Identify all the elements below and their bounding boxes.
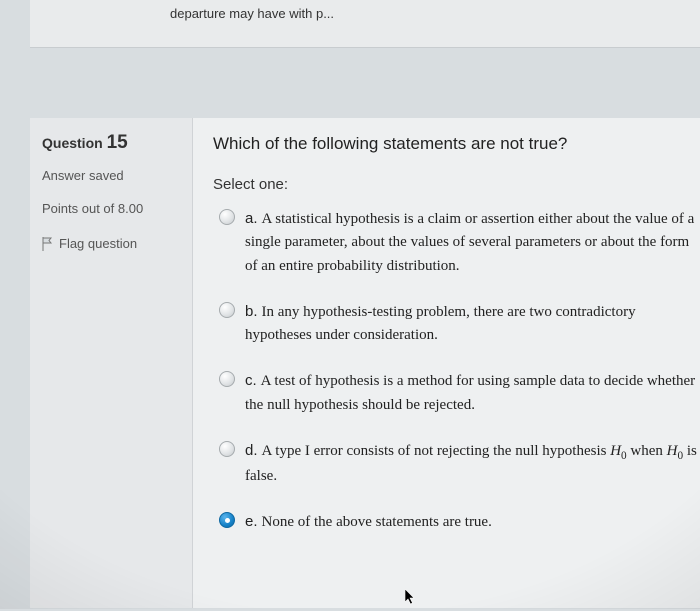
option-body: A type I error consists of not rejecting… [245, 443, 697, 484]
flag-label: Flag question [59, 236, 137, 251]
option-text: c.A test of hypothesis is a method for u… [245, 369, 700, 417]
option-b[interactable]: b.In any hypothesis-testing problem, the… [213, 300, 700, 348]
option-body: A statistical hypothesis is a claim or a… [245, 211, 694, 274]
question-number: Question 15 [42, 132, 180, 154]
radio-c[interactable] [219, 371, 235, 387]
option-text: d.A type I error consists of not rejecti… [245, 439, 700, 489]
option-e[interactable]: e.None of the above statements are true. [213, 510, 700, 534]
question-main: Which of the following statements are no… [193, 118, 700, 608]
previous-question-fragment: departure may have with p... [30, 0, 700, 48]
radio-e[interactable] [219, 512, 235, 528]
question-block: Question 15 Answer saved Points out of 8… [30, 118, 700, 608]
option-body: None of the above statements are true. [262, 514, 492, 530]
question-label: Question [42, 135, 103, 151]
flag-icon [42, 237, 54, 251]
option-a[interactable]: a.A statistical hypothesis is a claim or… [213, 207, 700, 278]
option-c[interactable]: c.A test of hypothesis is a method for u… [213, 369, 700, 417]
option-body: In any hypothesis-testing problem, there… [245, 304, 636, 343]
radio-d[interactable] [219, 441, 235, 457]
option-text: e.None of the above statements are true. [245, 510, 492, 534]
option-letter: c. [245, 372, 257, 389]
answer-status: Answer saved [42, 168, 180, 183]
option-text: a.A statistical hypothesis is a claim or… [245, 207, 700, 278]
option-letter: a. [245, 210, 258, 227]
option-body: A test of hypothesis is a method for usi… [245, 373, 695, 412]
radio-a[interactable] [219, 209, 235, 225]
option-letter: d. [245, 442, 258, 459]
option-d[interactable]: d.A type I error consists of not rejecti… [213, 439, 700, 489]
flag-question-link[interactable]: Flag question [42, 236, 180, 251]
option-text: b.In any hypothesis-testing problem, the… [245, 300, 700, 348]
question-stem: Which of the following statements are no… [213, 134, 700, 154]
radio-b[interactable] [219, 302, 235, 318]
question-sidebar: Question 15 Answer saved Points out of 8… [30, 118, 193, 608]
question-number-value: 15 [107, 132, 128, 153]
option-letter: b. [245, 303, 258, 320]
points-text: Points out of 8.00 [42, 201, 180, 216]
block-gap [0, 48, 700, 118]
options-list: a.A statistical hypothesis is a claim or… [213, 207, 700, 535]
fragment-text: departure may have with p... [170, 6, 334, 21]
select-one-label: Select one: [213, 176, 700, 193]
option-letter: e. [245, 513, 258, 530]
